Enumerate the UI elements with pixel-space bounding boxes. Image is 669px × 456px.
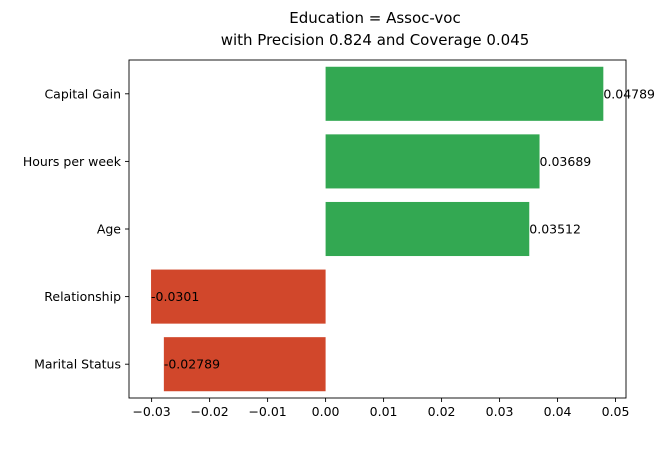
data-label-3: -0.0301 [151,289,199,304]
data-label-4: -0.02789 [164,357,220,372]
x-tick-label-7: 0.04 [544,404,572,419]
y-tick-label-4: Marital Status [34,357,121,372]
x-axis: −0.03 −0.02 −0.01 0.00 0.01 0.02 0.03 0.04 0.05 [132,398,629,419]
bar-3 [151,269,326,324]
chart-subtitle: with Precision 0.824 and Coverage 0.045 [221,31,530,49]
bar-2 [325,201,530,257]
bar-4 [163,337,326,392]
bar-1 [325,134,540,189]
bars-layer [151,66,604,392]
x-tick-label-3: 0.00 [312,404,340,419]
y-tick-label-0: Capital Gain [44,86,121,101]
x-tick-label-4: 0.01 [370,404,398,419]
data-label-0: 0.04789 [603,86,655,101]
x-tick-label-8: 0.05 [602,404,630,419]
chart-title: Education = Assoc-voc [289,9,460,27]
x-tick-label-6: 0.03 [486,404,514,419]
x-tick-label-5: 0.02 [428,404,456,419]
y-tick-label-3: Relationship [44,289,121,304]
y-tick-label-1: Hours per week [23,154,122,169]
bar-0 [325,66,604,121]
y-axis: Capital Gain Hours per week Age Relationshi… [23,86,129,372]
x-tick-label-1: −0.02 [190,404,228,419]
y-tick-label-2: Age [97,222,121,237]
x-tick-label-2: −0.01 [248,404,286,419]
x-tick-label-0: −0.03 [132,404,170,419]
data-labels-layer: 0.04789 0.03689 0.03512 -0.0301 -0.02789 [151,86,655,371]
data-label-1: 0.03689 [540,154,592,169]
data-label-2: 0.03512 [529,222,581,237]
